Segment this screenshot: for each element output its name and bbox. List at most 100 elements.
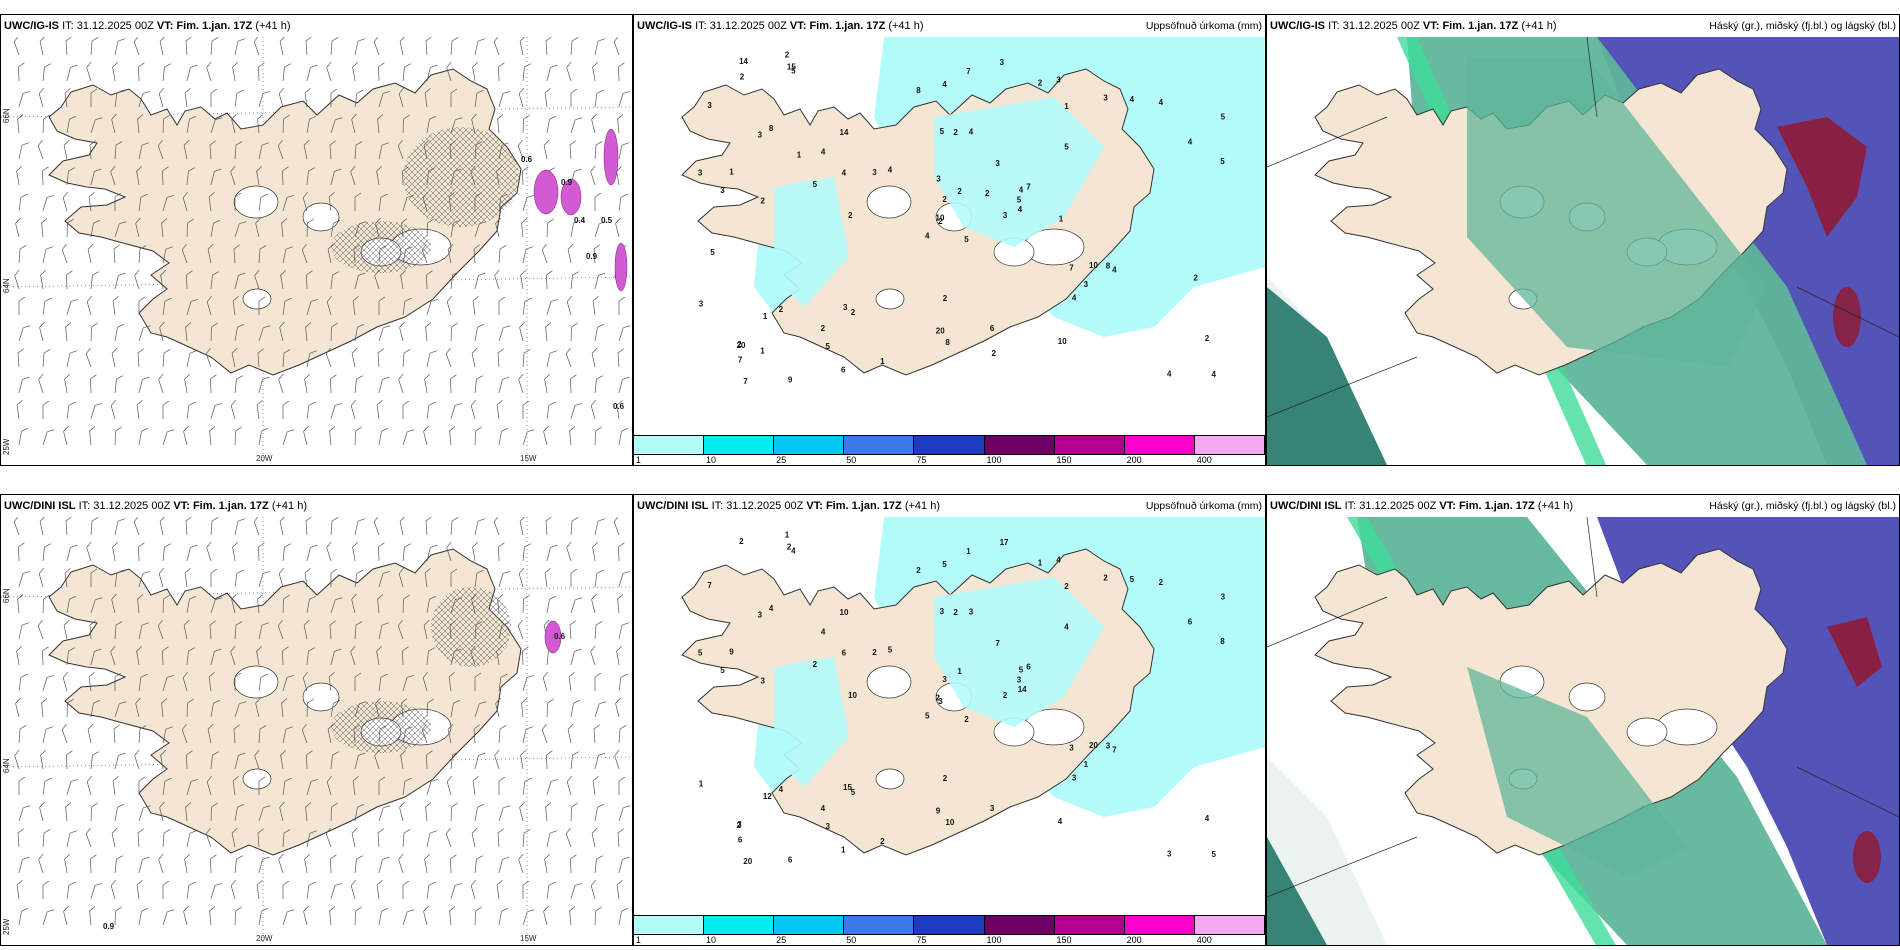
wind-barb bbox=[233, 244, 240, 264]
precip-value: 5 bbox=[964, 235, 969, 244]
precip-panel-bottom: UWC/DINI ISL IT: 31.12.2025 00Z VT: Fim.… bbox=[633, 494, 1266, 946]
precip-value: 2 bbox=[943, 294, 948, 303]
boundary-line bbox=[1586, 517, 1598, 598]
legend-labels: 1 10 25 50 75 100 150 200 400 bbox=[634, 935, 1265, 945]
wind-barb bbox=[474, 272, 486, 290]
wind-barb bbox=[330, 271, 340, 290]
precip-value: 1 bbox=[1038, 559, 1043, 568]
wind-barb bbox=[402, 829, 411, 848]
precip-value: 4 bbox=[1212, 370, 1217, 379]
wind-barb bbox=[522, 594, 530, 614]
wind-barb bbox=[257, 594, 264, 614]
wind-barb bbox=[594, 89, 604, 108]
wind-barb bbox=[90, 883, 102, 900]
it-value: 31.12.2025 00Z bbox=[1342, 20, 1420, 32]
wind-barb bbox=[66, 830, 77, 848]
wind-barb bbox=[256, 880, 263, 900]
dense-cloud-area bbox=[1777, 117, 1867, 237]
wind-barb bbox=[497, 114, 504, 134]
wind-barb bbox=[282, 543, 292, 562]
wind-barb bbox=[618, 325, 631, 342]
wind-barb bbox=[594, 375, 604, 394]
wind-barb bbox=[65, 322, 72, 342]
wind-barb bbox=[378, 193, 388, 212]
wind-barb bbox=[38, 87, 45, 108]
wind-barb bbox=[522, 246, 533, 264]
wind-barb bbox=[256, 400, 263, 420]
wind-barb bbox=[591, 113, 597, 134]
wind-barb bbox=[162, 195, 174, 212]
wind-barb bbox=[519, 517, 526, 536]
precip-value: 3 bbox=[826, 822, 831, 831]
wind-barb bbox=[450, 883, 462, 900]
wind-barb bbox=[18, 91, 30, 108]
wind-barb bbox=[89, 620, 96, 640]
precip-value: 3 bbox=[936, 175, 941, 184]
wind-barb bbox=[159, 37, 166, 56]
wind-barb bbox=[570, 751, 580, 770]
precip-value: 2 bbox=[880, 837, 885, 846]
wind-barb bbox=[64, 88, 71, 108]
wind-barb bbox=[546, 698, 554, 718]
wind-barb bbox=[16, 645, 23, 666]
wind-barb bbox=[257, 348, 264, 368]
wind-barb bbox=[234, 621, 243, 640]
wind-panel-bottom: UWC/DINI ISL IT: 31.12.2025 00Z VT: Fim.… bbox=[0, 494, 633, 946]
wind-barb bbox=[114, 221, 127, 238]
wind-barb bbox=[330, 117, 343, 134]
cloud-panel-top: UWC/IG-IS IT: 31.12.2025 00Z VT: Fim. 1.… bbox=[1266, 14, 1900, 466]
legend-swatch bbox=[704, 436, 775, 454]
wind-barb bbox=[378, 622, 389, 640]
precip-value: 7 bbox=[1069, 264, 1074, 273]
iceland-land bbox=[681, 68, 1155, 376]
precip-value: 2 bbox=[916, 566, 921, 575]
precip-value: 9 bbox=[788, 375, 793, 384]
wind-barb bbox=[474, 141, 483, 160]
wind-barb bbox=[258, 91, 270, 108]
wind-barb bbox=[354, 38, 365, 56]
wind-barb bbox=[376, 880, 383, 900]
wind-barb bbox=[498, 91, 510, 108]
wind-barb bbox=[423, 425, 429, 446]
wind-barb bbox=[330, 403, 342, 420]
legend-tick-label: 50 bbox=[846, 935, 857, 945]
vt-label: VT: bbox=[1422, 20, 1440, 32]
precip-value: 4 bbox=[769, 604, 774, 613]
legend-swatch bbox=[1124, 436, 1195, 454]
precip-value: 5 bbox=[813, 180, 818, 189]
wind-barb bbox=[522, 114, 530, 134]
wind-barb bbox=[594, 38, 605, 56]
low-cloud-area bbox=[1267, 277, 1387, 465]
wind-barb bbox=[282, 166, 289, 186]
wind-barb bbox=[210, 597, 223, 614]
wind-barb bbox=[302, 671, 309, 692]
wind-barb bbox=[207, 723, 214, 744]
precip-value: 10 bbox=[1058, 337, 1067, 346]
panel-title: Háský (gr.), miðský (fj.bl.) og lágský (… bbox=[1709, 500, 1896, 512]
wind-barb bbox=[330, 802, 338, 822]
wind-barb bbox=[138, 725, 147, 744]
wind-barb bbox=[570, 883, 582, 900]
precip-value: 3 bbox=[1000, 58, 1005, 67]
wind-barb bbox=[522, 63, 532, 82]
wind-barb bbox=[519, 321, 525, 342]
precip-value: 7 bbox=[966, 67, 971, 76]
wind-barb bbox=[114, 89, 124, 108]
wind-barb bbox=[42, 246, 53, 264]
wind-barb bbox=[230, 645, 236, 666]
vt-value: Fim. 1.jan. 17Z bbox=[192, 500, 269, 512]
clear-sky-area bbox=[1267, 717, 1397, 945]
wind-barb bbox=[570, 699, 581, 718]
wind-barb bbox=[282, 63, 292, 82]
wind-barb bbox=[498, 245, 507, 264]
wind-barb bbox=[546, 299, 558, 316]
legend-swatch bbox=[984, 916, 1055, 934]
wind-barb bbox=[350, 879, 357, 900]
panel-header: UWC/IG-IS IT: 31.12.2025 00Z VT: Fim. 1.… bbox=[1267, 15, 1899, 37]
wind-barb bbox=[570, 322, 578, 342]
legend-tick-label: 1 bbox=[635, 455, 641, 465]
wind-barb bbox=[18, 907, 29, 926]
wind-barb bbox=[279, 517, 286, 536]
wind-barb bbox=[570, 374, 577, 394]
wind-barb bbox=[522, 646, 529, 666]
